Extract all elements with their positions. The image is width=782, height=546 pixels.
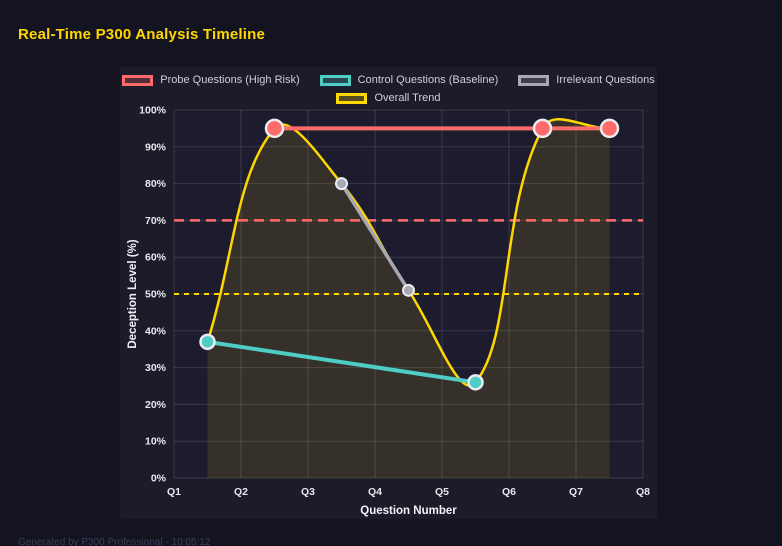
x-tick-label: Q4 <box>368 486 382 498</box>
timeline-chart: 0% 10% 20% 30% 40% 50% 60% 70% 80% 90% 100% Q1 Q2 Q3 Q… <box>127 105 650 518</box>
data-point-control-questions <box>467 374 484 391</box>
y-tick-label: 50% <box>145 289 167 301</box>
legend-item-overall-trend[interactable]: Overall Trend <box>336 92 441 104</box>
legend-item-probe-questions[interactable]: Probe Questions (High Risk) <box>122 74 300 86</box>
y-tick-label: 40% <box>145 325 167 337</box>
data-point-probe-questions <box>264 118 285 139</box>
legend-label-probe-questions: Probe Questions (High Risk) <box>160 74 300 86</box>
legend-label-control-questions: Control Questions (Baseline) <box>357 74 499 86</box>
series-line-irrelevant-questions <box>340 182 410 292</box>
chart-legend-row-1: Probe Questions (High Risk) Control Quest… <box>120 74 657 86</box>
legend-item-control-questions[interactable]: Control Questions (Baseline) <box>319 74 499 86</box>
x-tick-label: Q6 <box>502 486 516 498</box>
chart-legend-row-2: Overall Trend <box>120 92 657 104</box>
x-tick-label: Q2 <box>234 486 248 498</box>
data-point-control-questions <box>199 333 216 351</box>
y-tick-label: 90% <box>145 141 167 153</box>
legend-swatch-overall-trend <box>336 92 368 104</box>
y-tick-label: 10% <box>145 436 167 448</box>
y-tick-label: 60% <box>145 252 167 264</box>
data-point-probe-questions <box>599 118 620 139</box>
x-tick-label: Q3 <box>301 486 315 498</box>
legend-item-irrelevant-questions[interactable]: Irrelevant Questions <box>518 74 655 86</box>
data-point-probe-questions <box>532 118 553 139</box>
x-tick-label: Q8 <box>636 486 650 498</box>
series-line-control-questions <box>207 339 476 385</box>
legend-label-overall-trend: Overall Trend <box>374 92 441 104</box>
x-tick-label: Q7 <box>569 486 583 498</box>
y-tick-label: 20% <box>145 399 167 411</box>
legend-swatch-control-questions <box>319 74 351 86</box>
footer-note: Generated by P300 Professional - 10:05:1… <box>18 537 211 546</box>
legend-swatch-irrelevant-questions <box>518 74 550 86</box>
y-tick-label: 0% <box>151 473 167 485</box>
data-point-irrelevant-questions <box>402 283 415 297</box>
trend-area-fill <box>207 119 610 478</box>
legend-swatch-probe-questions <box>122 74 154 86</box>
data-point-irrelevant-questions <box>335 177 348 191</box>
y-tick-label: 30% <box>145 362 167 374</box>
chart-panel: Probe Questions (High Risk) Control Quest… <box>120 66 657 519</box>
y-tick-label: 70% <box>145 215 167 227</box>
y-axis-title: Deception Level (%) <box>127 239 139 348</box>
y-tick-label: 80% <box>145 178 167 190</box>
y-tick-label: 100% <box>139 105 167 117</box>
x-tick-label: Q1 <box>167 486 181 498</box>
x-axis-title: Question Number <box>360 505 457 517</box>
legend-label-irrelevant-questions: Irrelevant Questions <box>556 74 655 86</box>
page-title: Real-Time P300 Analysis Timeline <box>18 26 266 43</box>
x-tick-label: Q5 <box>435 486 449 498</box>
